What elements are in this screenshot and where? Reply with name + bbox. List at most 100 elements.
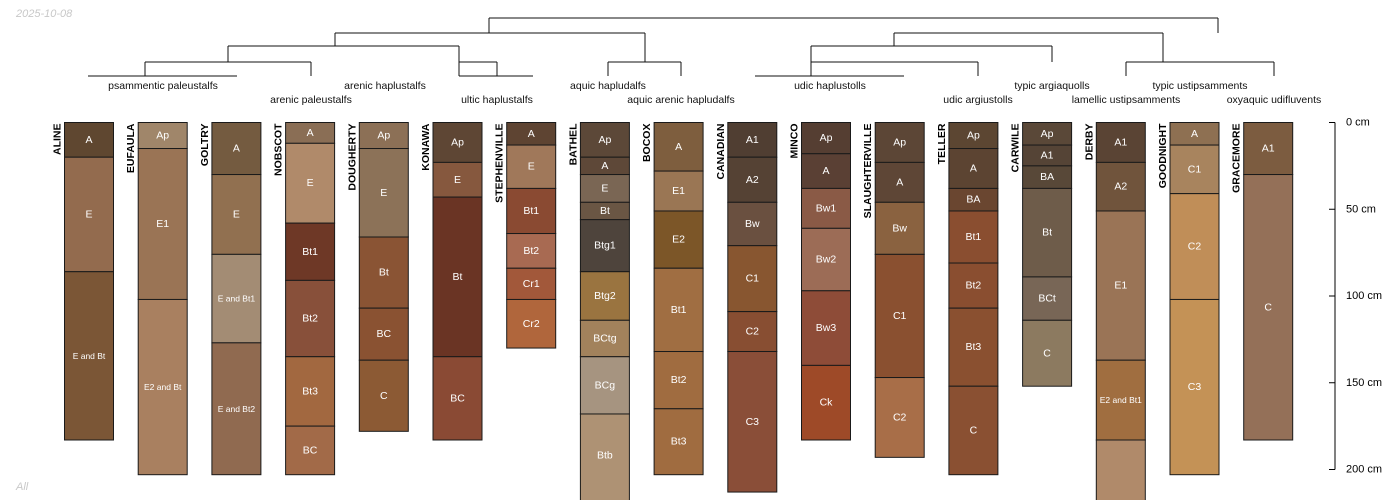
horizon-label: C xyxy=(380,390,388,402)
horizon-label: Bt2 xyxy=(671,374,687,386)
horizon-slaughterville-5 xyxy=(874,377,925,458)
horizon-stephenville-6 xyxy=(506,298,557,349)
depth-tick-label: 0 cm xyxy=(1346,117,1370,129)
taxonomy-label: arenic haplustalfs xyxy=(344,80,426,92)
horizon-bocox-2 xyxy=(653,170,704,212)
horizon-label: Bt3 xyxy=(302,385,318,397)
horizon-aline-1 xyxy=(64,122,114,158)
horizon-minco-6 xyxy=(801,364,851,441)
horizon-label: Bw2 xyxy=(816,254,837,266)
group-label: All xyxy=(16,481,29,493)
horizon-label: C xyxy=(970,424,978,436)
horizon-label: BCt xyxy=(1038,293,1056,305)
profile-name: CANADIAN xyxy=(715,124,727,180)
horizon-bathel-1 xyxy=(579,122,630,158)
taxonomy-label: oxyaquic udifluvents xyxy=(1227,94,1322,106)
profile-name: ALINE xyxy=(52,124,64,156)
horizon-label: A xyxy=(233,143,240,155)
horizon-label: C2 xyxy=(893,411,907,423)
taxonomy-label: udic argiustolls xyxy=(943,94,1012,106)
profile-name: GOODNIGHT xyxy=(1157,123,1169,188)
taxonomy-label: arenic paleustalfs xyxy=(270,94,352,106)
profile-stephenville: A E Bt1 Bt2 Cr1 Cr2 STEPHENVILLE xyxy=(494,122,557,349)
horizon-dougherty-2 xyxy=(358,148,409,238)
horizon-label: E xyxy=(528,161,535,173)
profile-name: CARWILE xyxy=(1010,124,1022,173)
horizon-bocox-6 xyxy=(653,408,704,476)
horizon-label: Bt3 xyxy=(966,341,982,353)
horizon-label: E xyxy=(233,208,240,220)
date-stamp: 2025-10-08 xyxy=(16,8,73,20)
horizon-stephenville-3 xyxy=(506,187,557,235)
horizon-label: A xyxy=(601,160,608,172)
taxonomy-label: typic ustipsamments xyxy=(1152,80,1247,92)
horizon-label: A1 xyxy=(1262,143,1275,155)
profile-name: EUFAULA xyxy=(125,123,137,173)
depth-tick-label: 50 cm xyxy=(1346,203,1376,215)
profile-name: TELLER xyxy=(936,123,948,164)
profile-slaughterville: Ap A Bw C1 C2 SLAUGHTERVILLE xyxy=(862,122,925,458)
horizon-label: Ap xyxy=(967,130,980,142)
horizon-label: E1 xyxy=(1114,280,1127,292)
horizon-slaughterville-3 xyxy=(874,201,925,255)
horizon-minco-4 xyxy=(801,227,851,292)
horizon-label: Bw3 xyxy=(816,322,837,334)
profile-canadian: A1 A2 Bw C1 C2 C3 CANADIAN xyxy=(715,122,778,493)
horizon-bocox-1 xyxy=(653,122,704,172)
horizon-gracemore-1 xyxy=(1243,122,1294,176)
horizon-teller-7 xyxy=(948,385,999,476)
horizon-minco-3 xyxy=(801,187,851,229)
horizon-label: BA xyxy=(966,194,980,206)
profile-eufaula: Ap E1 E2 and Bt EUFAULA xyxy=(125,122,188,476)
dendrogram xyxy=(88,17,1275,77)
horizon-minco-1 xyxy=(801,122,851,155)
horizon-label: E and Bt2 xyxy=(218,404,256,414)
horizon-teller-6 xyxy=(948,307,999,387)
horizon-label: C2 xyxy=(1188,241,1202,253)
horizon-stephenville-4 xyxy=(506,233,557,269)
horizon-bathel-3 xyxy=(579,174,630,203)
horizon-label: Bw1 xyxy=(816,202,837,214)
horizon-label: Ap xyxy=(1041,128,1054,140)
horizon-slaughterville-4 xyxy=(874,253,925,379)
horizon-label: C2 xyxy=(746,326,760,338)
horizon-bathel-5 xyxy=(579,219,630,273)
horizon-label: A xyxy=(307,127,314,139)
taxonomy-label: lamellic ustipsamments xyxy=(1072,94,1181,106)
profile-nobscot: A E Bt1 Bt2 Bt3 BC NOBSCOT xyxy=(273,122,336,476)
profile-konawa: Ap E Bt BC KONAWA xyxy=(420,122,483,441)
horizon-label: A1 xyxy=(1114,136,1127,148)
horizon-slaughterville-1 xyxy=(874,122,925,163)
horizon-nobscot-6 xyxy=(285,425,336,476)
profile-name: BOCOX xyxy=(641,124,653,163)
horizon-bathel-6 xyxy=(579,271,630,321)
horizon-gracemore-2 xyxy=(1243,174,1294,441)
profile-name: MINCO xyxy=(789,124,801,159)
horizon-carwile-6 xyxy=(1022,319,1073,387)
horizon-bathel-9 xyxy=(579,413,630,500)
profile-name: GOLTRY xyxy=(199,124,211,167)
horizon-label: BA xyxy=(1040,171,1054,183)
profile-carwile: Ap A1 BA Bt BCt C CARWILE xyxy=(1010,122,1073,387)
horizon-dougherty-4 xyxy=(358,307,409,361)
horizon-konawa-1 xyxy=(432,122,483,163)
horizon-label: C1 xyxy=(1188,163,1202,175)
profile-name: NOBSCOT xyxy=(273,123,285,176)
horizon-label: Bt1 xyxy=(966,231,982,243)
horizon-stephenville-5 xyxy=(506,267,557,300)
horizon-label: Bt1 xyxy=(523,205,539,217)
horizon-bocox-5 xyxy=(653,351,704,410)
horizon-carwile-5 xyxy=(1022,276,1073,321)
horizon-goltry-2 xyxy=(211,174,262,255)
horizon-label: A xyxy=(896,176,903,188)
taxonomy-label: udic haplustolls xyxy=(794,80,866,92)
horizon-label: Bt3 xyxy=(671,436,687,448)
horizon-label: Bt xyxy=(1042,227,1052,239)
profile-name: DERBY xyxy=(1083,124,1095,161)
horizon-label: E xyxy=(454,174,461,186)
depth-tick-label: 150 cm xyxy=(1346,377,1382,389)
profile-derby: A1 A2 E1 E2 and Bt1 DERBY xyxy=(1083,122,1146,500)
horizon-label: A2 xyxy=(1114,181,1127,193)
horizon-teller-4 xyxy=(948,210,999,264)
